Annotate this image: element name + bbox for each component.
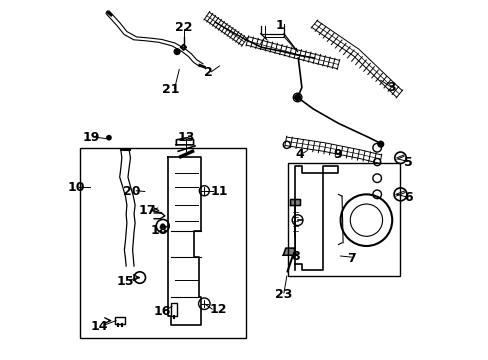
Circle shape	[294, 95, 300, 100]
Text: 14: 14	[90, 320, 108, 333]
Text: 22: 22	[174, 21, 192, 34]
Text: 1: 1	[275, 19, 284, 32]
Text: 23: 23	[275, 288, 292, 301]
Text: 5: 5	[404, 156, 412, 168]
Bar	[115, 317, 124, 324]
Text: 10: 10	[67, 181, 84, 194]
Polygon shape	[283, 248, 296, 255]
Text: 2: 2	[203, 66, 212, 79]
Text: 11: 11	[210, 185, 228, 198]
Circle shape	[174, 49, 180, 54]
Polygon shape	[290, 199, 300, 205]
Bar	[171, 303, 177, 316]
Text: 7: 7	[346, 252, 355, 265]
Bar	[287, 163, 400, 276]
Text: 9: 9	[333, 148, 341, 161]
Polygon shape	[180, 44, 186, 50]
Text: 17: 17	[139, 204, 156, 217]
Circle shape	[106, 135, 111, 140]
Text: 3: 3	[386, 81, 395, 94]
Text: 8: 8	[290, 249, 299, 262]
Circle shape	[161, 224, 164, 228]
Text: 18: 18	[150, 224, 167, 237]
Text: 20: 20	[122, 185, 140, 198]
Text: 15: 15	[117, 275, 134, 288]
Text: 19: 19	[82, 131, 100, 144]
Text: 12: 12	[209, 303, 227, 316]
Circle shape	[377, 141, 383, 147]
Text: 21: 21	[162, 83, 180, 96]
Text: 16: 16	[153, 306, 170, 319]
Bar	[80, 148, 246, 338]
Text: 13: 13	[177, 131, 195, 144]
Text: 4: 4	[295, 148, 304, 161]
Text: 6: 6	[404, 192, 412, 204]
